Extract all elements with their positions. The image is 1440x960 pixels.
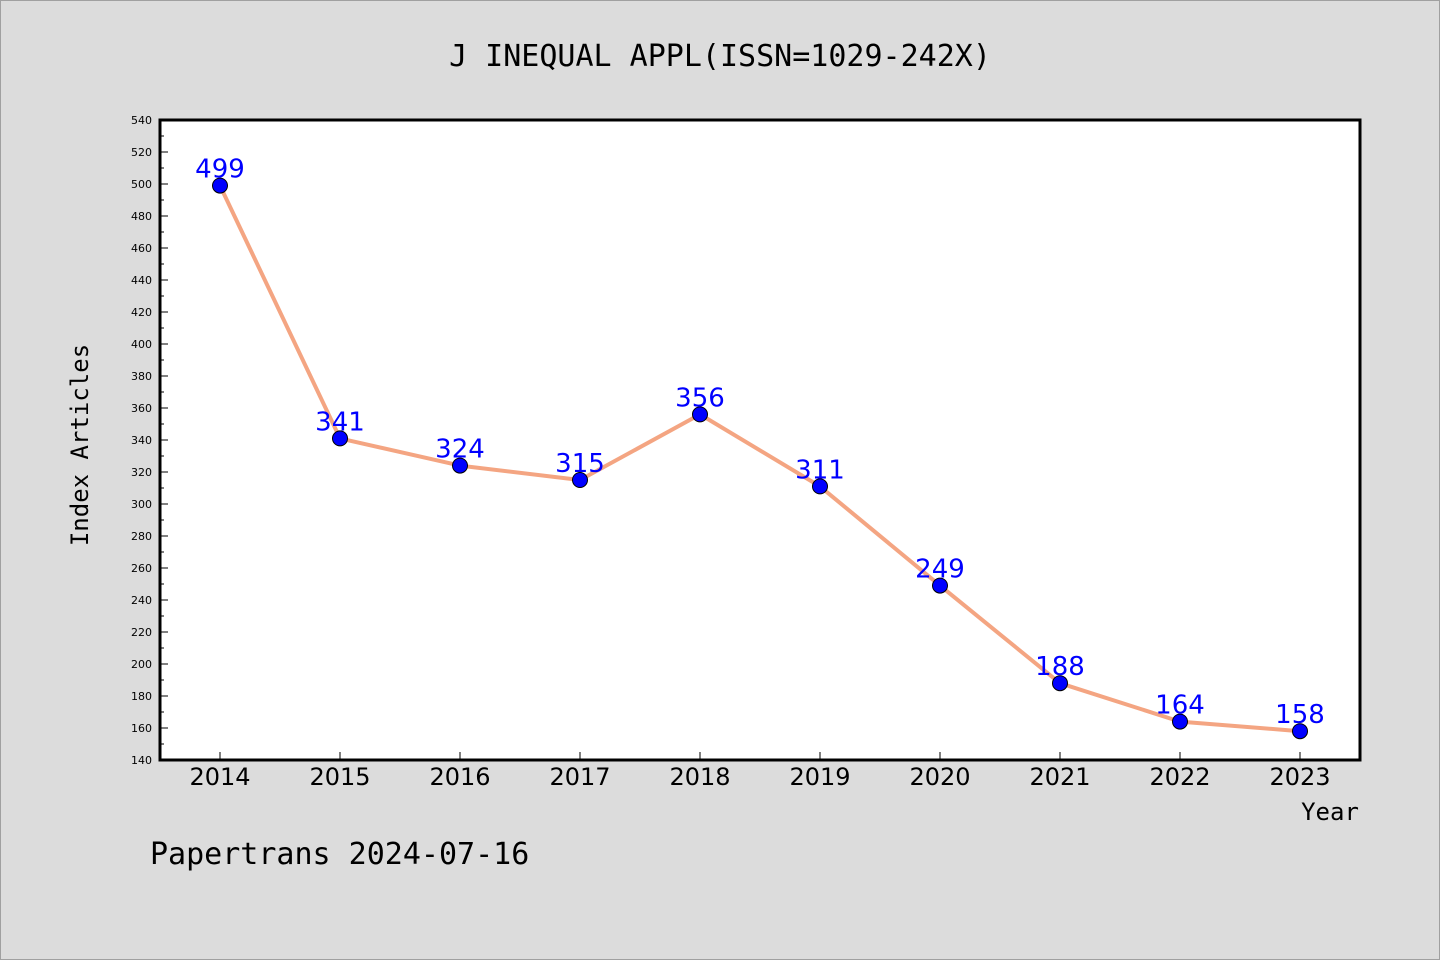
x-tick-label: 2023: [1269, 763, 1330, 791]
y-tick-label: 180: [131, 690, 152, 703]
y-tick-label: 500: [131, 178, 152, 191]
series-group: [212, 177, 1308, 740]
y-tick-label: 420: [131, 306, 152, 319]
y-tick-label: 340: [131, 434, 152, 447]
data-label: 188: [1035, 652, 1085, 682]
x-axis-title: Year: [1301, 798, 1359, 826]
y-tick-label: 360: [131, 402, 152, 415]
data-label: 249: [915, 555, 965, 585]
x-tick-label: 2020: [909, 763, 970, 791]
y-tick-label: 200: [131, 658, 152, 671]
footer-text: Papertrans 2024-07-16: [150, 837, 529, 872]
chart-title: J INEQUAL APPL(ISSN=1029-242X): [449, 39, 991, 74]
x-tick-label: 2022: [1149, 763, 1210, 791]
y-tick-label: 540: [131, 114, 152, 127]
data-point: [332, 430, 348, 447]
y-tick-label: 520: [131, 146, 152, 159]
x-tick-label: 2017: [549, 763, 610, 791]
y-tick-label: 300: [131, 498, 152, 511]
data-label: 164: [1155, 691, 1205, 721]
x-tick-label: 2014: [189, 763, 250, 791]
data-point: [812, 478, 828, 495]
y-tick-label: 160: [131, 722, 152, 735]
data-label: 324: [435, 435, 485, 465]
y-tick-label: 440: [131, 274, 152, 287]
data-label: 499: [195, 155, 245, 185]
y-axis: 140 160 180 200 220 240 260 280 300 320 340 360 380 4…: [131, 114, 168, 767]
y-tick-label: 320: [131, 466, 152, 479]
x-tick-label: 2019: [789, 763, 850, 791]
x-tick-label: 2015: [309, 763, 370, 791]
data-point: [1172, 713, 1188, 730]
y-tick-label: 460: [131, 242, 152, 255]
y-tick-label: 240: [131, 594, 152, 607]
data-label: 311: [795, 455, 845, 485]
data-point: [452, 457, 468, 474]
y-tick-label: 140: [131, 754, 152, 767]
data-label: 341: [315, 407, 365, 437]
x-tick-label: 2021: [1029, 763, 1090, 791]
data-point: [212, 177, 228, 194]
data-point: [692, 406, 708, 423]
data-labels: 499 341 324 315 356 311 249 188 164 158: [195, 155, 1325, 731]
y-tick-label: 220: [131, 626, 152, 639]
data-point: [572, 472, 588, 488]
data-point: [1052, 675, 1068, 692]
y-tick-label: 280: [131, 530, 152, 543]
y-axis-title: Index Articles: [66, 344, 94, 546]
data-point: [932, 577, 948, 594]
x-tick-label: 2018: [669, 763, 730, 791]
data-label: 356: [675, 383, 725, 413]
plot-frame: [158, 118, 1362, 762]
y-tick-label: 380: [131, 370, 152, 383]
y-tick-label: 260: [131, 562, 152, 575]
y-tick-label: 400: [131, 338, 152, 351]
x-axis: 2014 2015 2016 2017 2018 2019 2020 2021 2022 2023: [189, 752, 1331, 791]
x-tick-label: 2016: [429, 763, 490, 791]
series-line: [218, 184, 1301, 734]
plot-area: [160, 120, 1360, 760]
data-label: 315: [555, 449, 605, 479]
y-tick-label: 480: [131, 210, 152, 223]
data-point: [1292, 723, 1308, 740]
data-label: 158: [1275, 700, 1325, 730]
